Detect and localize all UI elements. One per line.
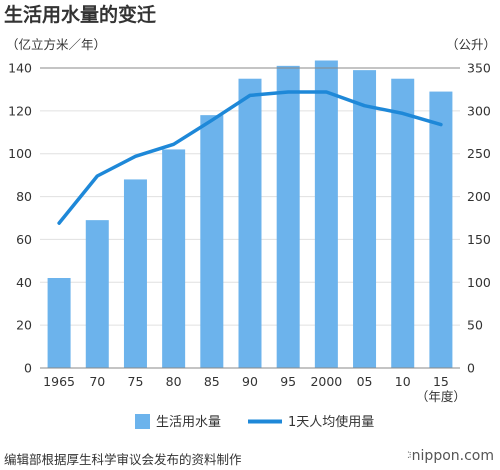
line-point xyxy=(134,155,137,158)
y-right-tick-label: 100 xyxy=(467,275,491,290)
line-point xyxy=(325,90,328,94)
axes: 020406080100120140050100150200250300350（… xyxy=(6,37,496,404)
y-left-tick-label: 60 xyxy=(16,232,32,247)
line-point xyxy=(286,90,290,94)
y-left-tick-label: 40 xyxy=(16,275,32,290)
y-right-tick-label: 150 xyxy=(467,232,491,247)
brand-dots-icon: ⁚⁝ xyxy=(406,451,412,461)
bar xyxy=(162,149,186,368)
y-right-tick-label: 300 xyxy=(467,103,491,118)
x-tick-label: 95 xyxy=(280,374,296,389)
line-point xyxy=(401,112,404,115)
line-point xyxy=(210,119,214,122)
line-series xyxy=(57,90,443,225)
y-right-unit: （公升） xyxy=(446,37,496,52)
line-point xyxy=(248,94,252,97)
legend-swatch-bar xyxy=(135,414,150,429)
line-point xyxy=(172,143,175,146)
y-right-tick-label: 350 xyxy=(467,61,491,76)
legend: 生活用水量 1天人均使用量 xyxy=(135,414,374,430)
y-right-tick-label: 200 xyxy=(467,189,491,204)
x-tick-label: 85 xyxy=(204,374,220,389)
x-tick-label: 90 xyxy=(242,374,258,389)
y-right-tick-label: 250 xyxy=(467,146,491,161)
y-right-tick-label: 50 xyxy=(467,318,483,333)
bar xyxy=(85,220,109,368)
bar xyxy=(47,278,71,368)
y-left-tick-label: 140 xyxy=(8,61,32,76)
bar xyxy=(353,70,377,369)
legend-label-bar: 生活用水量 xyxy=(156,415,221,430)
x-unit: （年度） xyxy=(416,389,466,404)
line-point xyxy=(439,123,443,126)
bar xyxy=(276,65,300,368)
x-tick-label: 10 xyxy=(395,374,411,389)
x-tick-label: 80 xyxy=(166,374,182,389)
x-tick-label: 2000 xyxy=(310,374,342,389)
x-tick-label: 05 xyxy=(357,374,373,389)
x-tick-label: 70 xyxy=(89,374,105,389)
bar xyxy=(238,78,262,368)
y-left-tick-label: 80 xyxy=(16,189,32,204)
bar xyxy=(123,179,147,368)
y-left-unit: （亿立方米／年） xyxy=(6,37,106,52)
bar-series xyxy=(47,60,453,369)
line-point xyxy=(57,221,61,225)
brand-text: nippon.com xyxy=(411,448,494,464)
y-left-tick-label: 120 xyxy=(8,103,32,118)
x-tick-label: 1965 xyxy=(43,374,75,389)
source-note: 编辑部根据厚生科学审议会发布的资料制作 xyxy=(4,452,242,467)
bar xyxy=(314,60,338,368)
chart-title: 生活用水量的变迁 xyxy=(4,4,157,26)
line-point xyxy=(363,104,366,107)
legend-label-line: 1天人均使用量 xyxy=(288,414,374,430)
x-tick-label: 75 xyxy=(128,374,144,389)
y-left-tick-label: 20 xyxy=(16,318,32,333)
y-right-tick-label: 0 xyxy=(467,361,475,376)
y-left-tick-label: 100 xyxy=(8,146,32,161)
bar xyxy=(200,115,224,369)
bar xyxy=(429,91,453,369)
y-left-tick-label: 0 xyxy=(24,361,32,376)
brand-logo: ⁚⁝nippon.com xyxy=(407,448,494,464)
bar xyxy=(391,78,415,368)
line-point xyxy=(96,174,99,178)
x-tick-label: 15 xyxy=(433,374,449,389)
